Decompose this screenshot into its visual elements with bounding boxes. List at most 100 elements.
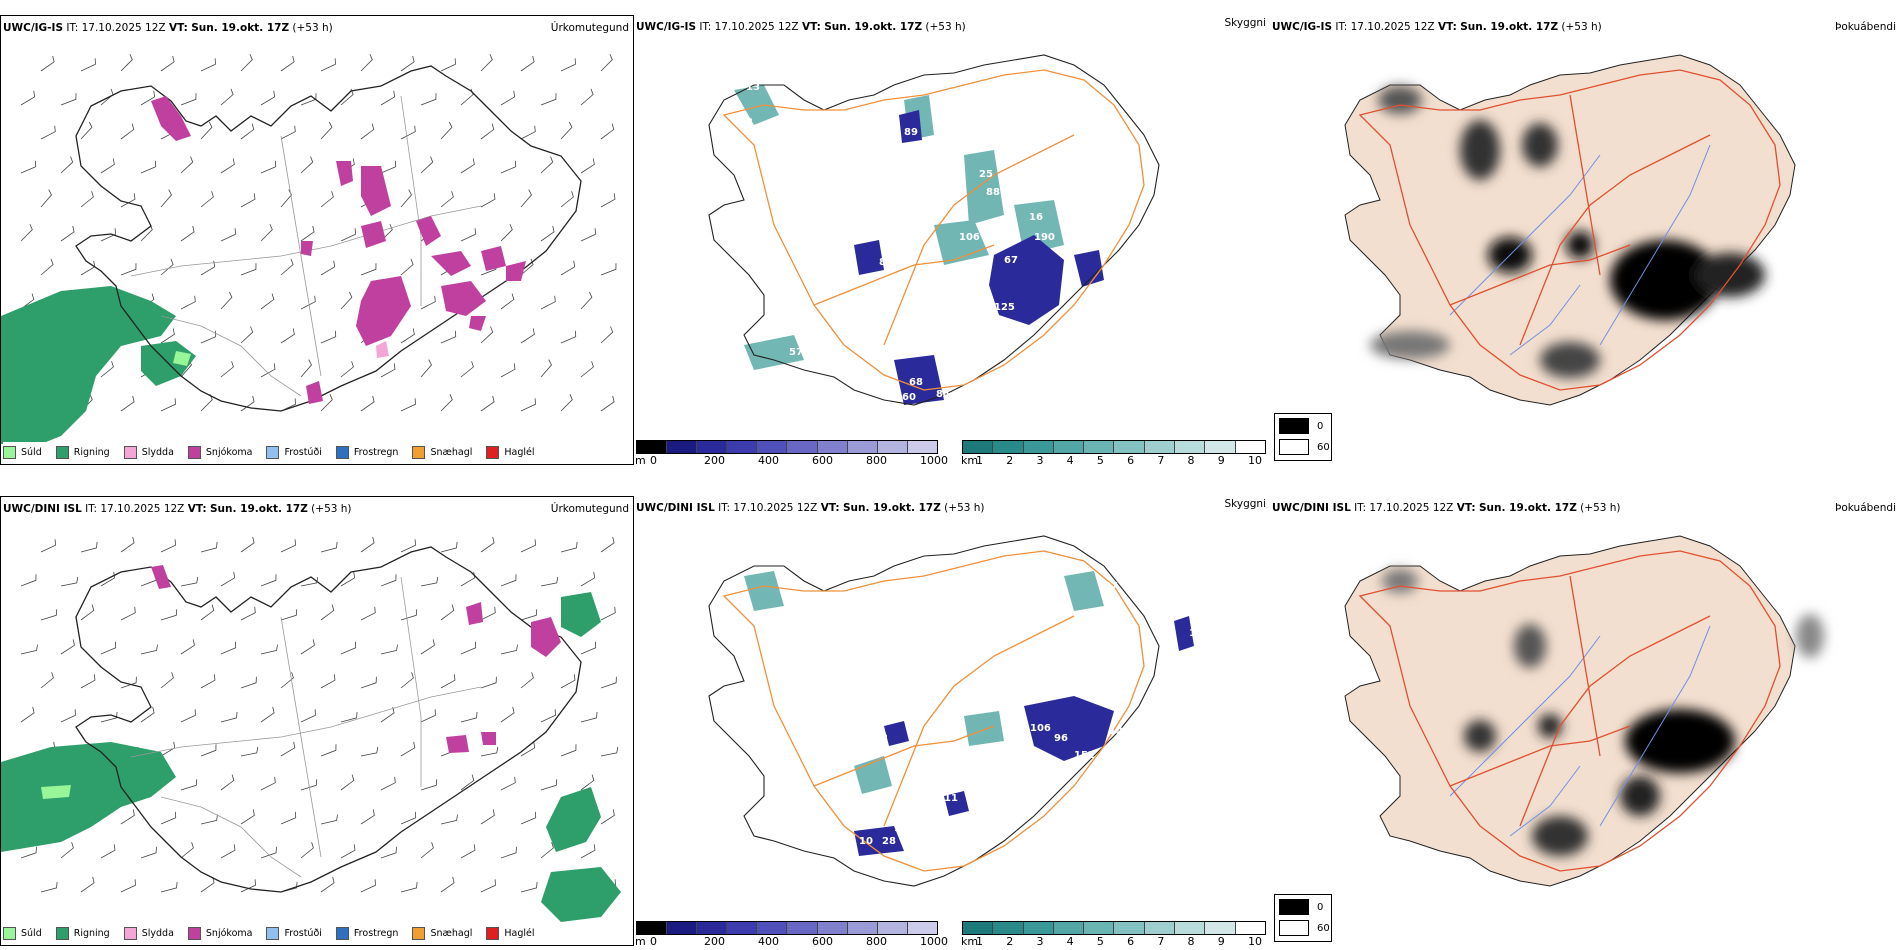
wind-barb xyxy=(20,644,38,655)
vt-label: VT: xyxy=(187,503,207,515)
wind-barb xyxy=(200,191,214,208)
wind-barb xyxy=(320,541,338,553)
iceland-coast xyxy=(708,54,1160,406)
wind-barb xyxy=(540,93,557,106)
ceiling-value-label: 28 xyxy=(882,836,896,847)
legend-label: 60 xyxy=(1317,441,1330,453)
ceiling-value-label: 67 xyxy=(1004,255,1018,266)
drizzle-area xyxy=(41,785,71,799)
colorbar-segment xyxy=(667,441,698,453)
wind-barb xyxy=(20,293,35,310)
wind-barb xyxy=(300,639,315,655)
wind-barb xyxy=(480,809,495,825)
vt-label: VT: xyxy=(1456,502,1476,514)
wind-barb xyxy=(240,809,255,825)
ceiling-value-label: 84 xyxy=(936,389,950,400)
wind-barb xyxy=(440,191,454,208)
wind-barb xyxy=(40,881,58,893)
precip-legend-item: Snæhagl xyxy=(412,926,472,940)
wind-barb xyxy=(380,644,398,655)
vt-value: Sun. 19.okt. 17Z xyxy=(1460,21,1559,33)
precip-panel-row2: UWC/DINI ISL IT: 17.10.2025 12Z VT: Sun.… xyxy=(0,496,634,946)
wind-barb xyxy=(280,189,292,208)
wind-barb xyxy=(80,604,95,621)
wind-barb xyxy=(40,125,56,140)
colorbar-tick-label: 2 xyxy=(1006,935,1014,946)
wind-barb xyxy=(400,258,414,276)
ceiling-value-label: 60 xyxy=(902,392,916,403)
wind-barb xyxy=(360,746,379,757)
fog-legend: 0 60 xyxy=(1274,894,1332,942)
wind-barb xyxy=(160,258,174,276)
wind-barb xyxy=(200,604,215,621)
wind-barb xyxy=(40,609,58,621)
model-name: UWC/IG-IS xyxy=(3,22,64,34)
colorbar-segment xyxy=(1084,922,1115,934)
colorbar-unit: km xyxy=(961,935,979,946)
wind-barb xyxy=(400,125,416,140)
legend-swatch xyxy=(1279,920,1309,936)
ceiling-value-label: 190 xyxy=(1034,232,1055,243)
wind-barb xyxy=(540,295,556,310)
wind-barb xyxy=(280,609,298,621)
wind-barb xyxy=(180,225,195,242)
colorbar-tick-label: 10 xyxy=(1248,454,1262,465)
wind-barb xyxy=(120,263,137,276)
wind-barb xyxy=(60,225,75,242)
wind-barb xyxy=(260,224,273,242)
wind-barb xyxy=(560,260,576,276)
vt-value: Sun. 19.okt. 17Z xyxy=(1478,502,1577,514)
wind-barb xyxy=(240,326,254,344)
legend-label: Snjókoma xyxy=(205,927,253,939)
precip-legend-item: Frostúði xyxy=(266,926,322,940)
wind-barb xyxy=(280,328,295,344)
colorbar-ticks: 0 200 400 600 800 1000 xyxy=(636,454,948,465)
wind-barb xyxy=(220,844,236,859)
wind-barb xyxy=(560,191,574,208)
fog-legend-item: 60 xyxy=(1279,439,1330,455)
wind-barb xyxy=(400,189,412,208)
lead-time: (+53 h) xyxy=(944,502,985,514)
wind-barb xyxy=(120,809,135,825)
ceiling-value-label: 10 xyxy=(859,836,873,847)
visibility-colorbar: km 1 2 3 4 5 6 7 8 9 10 xyxy=(961,440,1266,465)
wind-barb xyxy=(560,541,578,553)
wind-barb xyxy=(600,326,614,344)
colorbar-segment xyxy=(727,441,758,453)
fog-map xyxy=(1344,535,1824,887)
colorbar-tick-label: 6 xyxy=(1127,935,1135,946)
colorbar-segment xyxy=(1144,441,1176,453)
legend-swatch xyxy=(412,445,426,459)
wind-barb xyxy=(260,293,275,310)
legend-swatch xyxy=(55,445,69,459)
wind-barb xyxy=(120,193,136,208)
precip-legend-item: Slydda xyxy=(123,926,174,940)
rain-area xyxy=(541,867,621,922)
wind-barb xyxy=(320,394,333,412)
wind-barb xyxy=(440,604,455,621)
legend-label: Frostúði xyxy=(284,927,322,939)
ceiling-value-label: 12 xyxy=(874,733,888,744)
wind-barb xyxy=(340,228,356,242)
wind-barb xyxy=(180,156,194,174)
wind-barb xyxy=(560,330,577,344)
wind-barb xyxy=(340,641,357,655)
panel-header: UWC/DINI ISL IT: 17.10.2025 12Z VT: Sun.… xyxy=(634,498,1270,518)
colorbar-strip xyxy=(636,921,938,935)
fog-blobs xyxy=(1370,86,1765,378)
blue-ceiling xyxy=(854,616,1194,856)
colorbar-unit: m xyxy=(635,935,646,946)
wind-barb xyxy=(80,58,96,72)
colorbar-segment xyxy=(1053,922,1085,934)
colorbar-segment xyxy=(787,441,818,453)
wind-barb xyxy=(340,361,354,378)
wind-barb xyxy=(440,330,457,344)
legend-swatch xyxy=(335,926,349,940)
iceland-coast xyxy=(75,546,582,893)
wind-barb xyxy=(160,55,175,72)
wind-barb xyxy=(240,193,256,208)
ceiling-value-label: 152 xyxy=(1074,750,1095,761)
ceiling-value-label: 89 xyxy=(904,127,918,138)
drizzle-area xyxy=(173,351,191,366)
